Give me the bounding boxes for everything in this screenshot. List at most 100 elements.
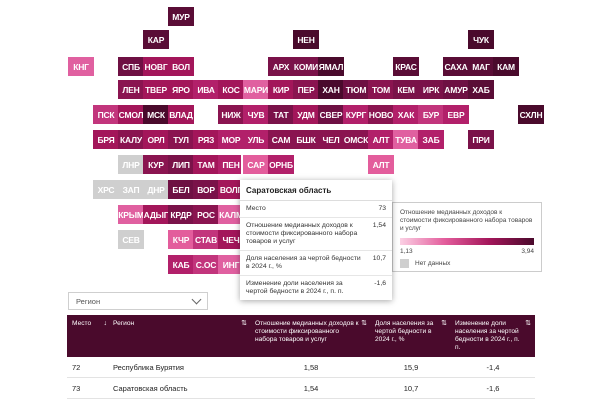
- region-tile-яро[interactable]: ЯРО: [168, 80, 194, 99]
- region-tile-хаб[interactable]: ХАБ: [468, 80, 494, 99]
- region-tile-кир[interactable]: КИР: [268, 80, 294, 99]
- header-region[interactable]: Регион ⇅: [111, 315, 251, 357]
- region-tile-том[interactable]: ТОМ: [368, 80, 394, 99]
- region-tile-тат[interactable]: ТАТ: [268, 105, 294, 124]
- region-tile-кнг[interactable]: КНГ: [68, 57, 94, 76]
- region-tile-удм[interactable]: УДМ: [293, 105, 319, 124]
- tooltip-row-place: Место 73: [240, 201, 392, 218]
- region-tile-алт[interactable]: АЛТ: [368, 155, 394, 174]
- legend-title: Отношение медианных доходов к стоимости …: [400, 209, 533, 232]
- region-tile-кур[interactable]: КУР: [143, 155, 169, 174]
- region-tile-крым[interactable]: КРЫМ: [118, 205, 144, 224]
- region-tile-калм[interactable]: КАЛМ: [218, 205, 244, 224]
- region-tile-кам[interactable]: КАМ: [493, 57, 519, 76]
- region-tile-рос[interactable]: РОС: [193, 205, 219, 224]
- region-tile-лнр[interactable]: ЛНР: [118, 155, 144, 174]
- region-tile-смол[interactable]: СМОЛ: [118, 105, 144, 124]
- region-tile-свер[interactable]: СВЕР: [318, 105, 344, 124]
- region-tile-евр[interactable]: ЕВР: [443, 105, 469, 124]
- region-tile-зап[interactable]: ЗАП: [118, 180, 144, 199]
- region-tile-хан[interactable]: ХАН: [318, 80, 344, 99]
- region-tile-орнб[interactable]: ОРНБ: [268, 155, 294, 174]
- region-tile-чув[interactable]: ЧУВ: [243, 105, 269, 124]
- header-place[interactable]: Место ↓: [67, 315, 111, 357]
- region-tile-кар[interactable]: КАР: [143, 30, 169, 49]
- region-tile-арх[interactable]: АРХ: [268, 57, 294, 76]
- region-tile-алт[interactable]: АЛТ: [368, 130, 394, 149]
- sort-icon: ⇅: [441, 320, 447, 327]
- legend-nodata-label: Нет данных: [415, 260, 451, 267]
- region-tile-омск[interactable]: ОМСК: [343, 130, 369, 149]
- header-share[interactable]: Доля населения за чертой бедности в 2024…: [371, 315, 451, 357]
- region-tile-ново[interactable]: НОВО: [368, 105, 394, 124]
- region-tile-став[interactable]: СТАВ: [193, 230, 219, 249]
- region-tile-сам[interactable]: САМ: [268, 130, 294, 149]
- header-change[interactable]: Изменение доли населения за чертой бедно…: [455, 320, 531, 351]
- region-tile-саха[interactable]: САХА: [443, 57, 469, 76]
- region-tile-хак[interactable]: ХАК: [393, 105, 419, 124]
- table-row[interactable]: 72 Республика Бурятия 1,58 15,9 -1,4: [67, 357, 535, 378]
- region-tile-кург[interactable]: КУРГ: [343, 105, 369, 124]
- region-tile-схлн[interactable]: СХЛН: [518, 105, 544, 124]
- region-tile-мур[interactable]: МУР: [168, 7, 194, 26]
- region-tile-ямал[interactable]: ЯМАЛ: [318, 57, 344, 76]
- region-tile-чук[interactable]: ЧУК: [468, 30, 494, 49]
- region-tile-лен[interactable]: ЛЕН: [118, 80, 144, 99]
- region-tile-вол[interactable]: ВОЛ: [168, 57, 194, 76]
- region-tile-бшк[interactable]: БШК: [293, 130, 319, 149]
- region-tile-мск[interactable]: МСК: [143, 105, 169, 124]
- region-tile-чеч[interactable]: ЧЕЧ: [218, 230, 244, 249]
- region-tile-кем[interactable]: КЕМ: [393, 80, 419, 99]
- region-tile-калу[interactable]: КАЛУ: [118, 130, 144, 149]
- region-tile-адыг[interactable]: АДЫГ: [143, 205, 169, 224]
- region-tile-пск[interactable]: ПСК: [93, 105, 119, 124]
- region-tile-крас[interactable]: КРАС: [393, 57, 419, 76]
- region-tile-новг[interactable]: НОВГ: [143, 57, 169, 76]
- header-ratio[interactable]: Отношение медианных доходов к стоимости …: [251, 315, 371, 357]
- region-tile-вор[interactable]: ВОР: [193, 180, 219, 199]
- region-tile-ирк[interactable]: ИРК: [418, 80, 444, 99]
- region-tile-сар[interactable]: САР: [241, 153, 271, 176]
- region-tile-заб[interactable]: ЗАБ: [418, 130, 444, 149]
- region-tile-пен[interactable]: ПЕН: [218, 155, 244, 174]
- region-tile-коми[interactable]: КОМИ: [293, 57, 319, 76]
- region-tile-спб[interactable]: СПБ: [118, 57, 144, 76]
- region-tile-влад[interactable]: ВЛАД: [168, 105, 194, 124]
- region-tile-сев[interactable]: СЕВ: [118, 230, 144, 249]
- region-tile-пер[interactable]: ПЕР: [293, 80, 319, 99]
- region-tile-хрс[interactable]: ХРС: [93, 180, 119, 199]
- region-tile-днр[interactable]: ДНР: [143, 180, 169, 199]
- region-tile-тува[interactable]: ТУВА: [393, 130, 419, 149]
- region-tile-ниж[interactable]: НИЖ: [218, 105, 244, 124]
- region-tile-чел[interactable]: ЧЕЛ: [318, 130, 344, 149]
- region-tile-крдр[interactable]: КРДР: [168, 205, 194, 224]
- sort-icon: ⇅: [241, 320, 247, 327]
- region-tile-кчр[interactable]: КЧР: [168, 230, 194, 249]
- region-tile-уль[interactable]: УЛЬ: [243, 130, 269, 149]
- region-tile-маг[interactable]: МАГ: [468, 57, 494, 76]
- region-tile-каб[interactable]: КАБ: [168, 255, 194, 274]
- region-tile-тюм[interactable]: ТЮМ: [343, 80, 369, 99]
- region-tile-там[interactable]: ТАМ: [193, 155, 219, 174]
- region-tile-волг[interactable]: ВОЛГ: [218, 180, 244, 199]
- region-tile-при[interactable]: ПРИ: [468, 130, 494, 149]
- region-tile-лип[interactable]: ЛИП: [168, 155, 194, 174]
- region-tile-бря[interactable]: БРЯ: [93, 130, 119, 149]
- region-tile-инг[interactable]: ИНГ: [218, 255, 244, 274]
- region-tile-мор[interactable]: МОР: [218, 130, 244, 149]
- region-filter-select[interactable]: Регион: [68, 292, 208, 310]
- region-tile-тул[interactable]: ТУЛ: [168, 130, 194, 149]
- region-tile-нен[interactable]: НЕН: [293, 30, 319, 49]
- region-tile-ива[interactable]: ИВА: [193, 80, 219, 99]
- region-tile-бел[interactable]: БЕЛ: [168, 180, 194, 199]
- region-tile-мари[interactable]: МАРИ: [243, 80, 269, 99]
- region-tile-с.ос[interactable]: С.ОС: [193, 255, 219, 274]
- region-tile-map: МУР КАР НЕН ЧУК КНГ СПБ НОВГ ВОЛ АРХ КОМИ ЯМАЛ КРАС…: [68, 7, 544, 274]
- table-row[interactable]: 73 Саратовская область 1,54 10,7 -1,6: [67, 378, 535, 399]
- region-tile-твер[interactable]: ТВЕР: [143, 80, 169, 99]
- region-tile-амур[interactable]: АМУР: [443, 80, 469, 99]
- region-tile-кос[interactable]: КОС: [218, 80, 244, 99]
- region-tile-орл[interactable]: ОРЛ: [143, 130, 169, 149]
- region-tile-ряз[interactable]: РЯЗ: [193, 130, 219, 149]
- region-tile-бур[interactable]: БУР: [418, 105, 444, 124]
